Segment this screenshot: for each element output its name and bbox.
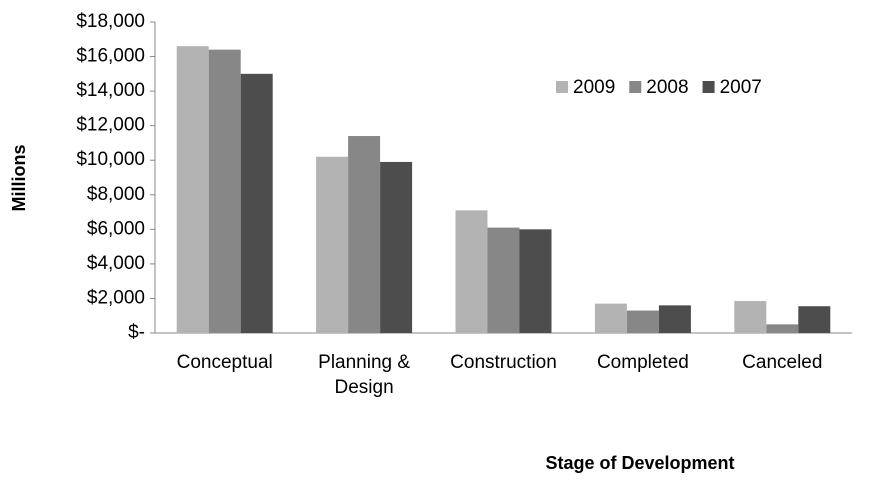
y-tick-label: $-	[128, 322, 145, 343]
y-tick-label: $8,000	[87, 184, 145, 205]
bar	[240, 73, 273, 333]
x-axis-label: Stage of Development	[545, 453, 734, 473]
bar	[455, 210, 488, 333]
bar	[348, 136, 381, 333]
y-tick-label: $6,000	[87, 218, 145, 239]
bar	[798, 306, 831, 333]
legend-swatch	[629, 81, 642, 93]
y-tick-label: $16,000	[76, 46, 145, 67]
bar	[316, 156, 349, 333]
bar	[594, 303, 627, 333]
bar	[734, 301, 767, 333]
legend-swatch	[556, 81, 568, 93]
bar	[766, 324, 799, 333]
x-tick-label: Conceptual	[177, 352, 273, 373]
bar	[176, 46, 209, 333]
y-tick-label: $12,000	[76, 115, 145, 136]
legend-label: 2007	[720, 77, 762, 98]
bar	[208, 49, 241, 334]
x-tick-label: Completed	[597, 352, 689, 373]
legend-label: 2008	[646, 77, 688, 98]
x-tick-label: Construction	[450, 352, 557, 373]
y-tick-label: $4,000	[87, 253, 145, 274]
y-axis-label: Millions	[9, 145, 29, 212]
y-tick-label: $14,000	[76, 80, 145, 101]
bar	[380, 161, 413, 333]
y-tick-label: $2,000	[87, 287, 145, 308]
legend-label: 2009	[573, 77, 615, 98]
bar	[658, 305, 691, 333]
y-tick-label: $10,000	[76, 149, 145, 170]
legend-swatch	[702, 81, 715, 93]
bar	[519, 229, 552, 333]
bar	[487, 227, 520, 333]
x-tick-label: Planning & Design	[318, 352, 410, 398]
bar	[626, 310, 659, 333]
y-tick-label: $18,000	[76, 11, 145, 32]
x-tick-label: Canceled	[742, 352, 822, 373]
